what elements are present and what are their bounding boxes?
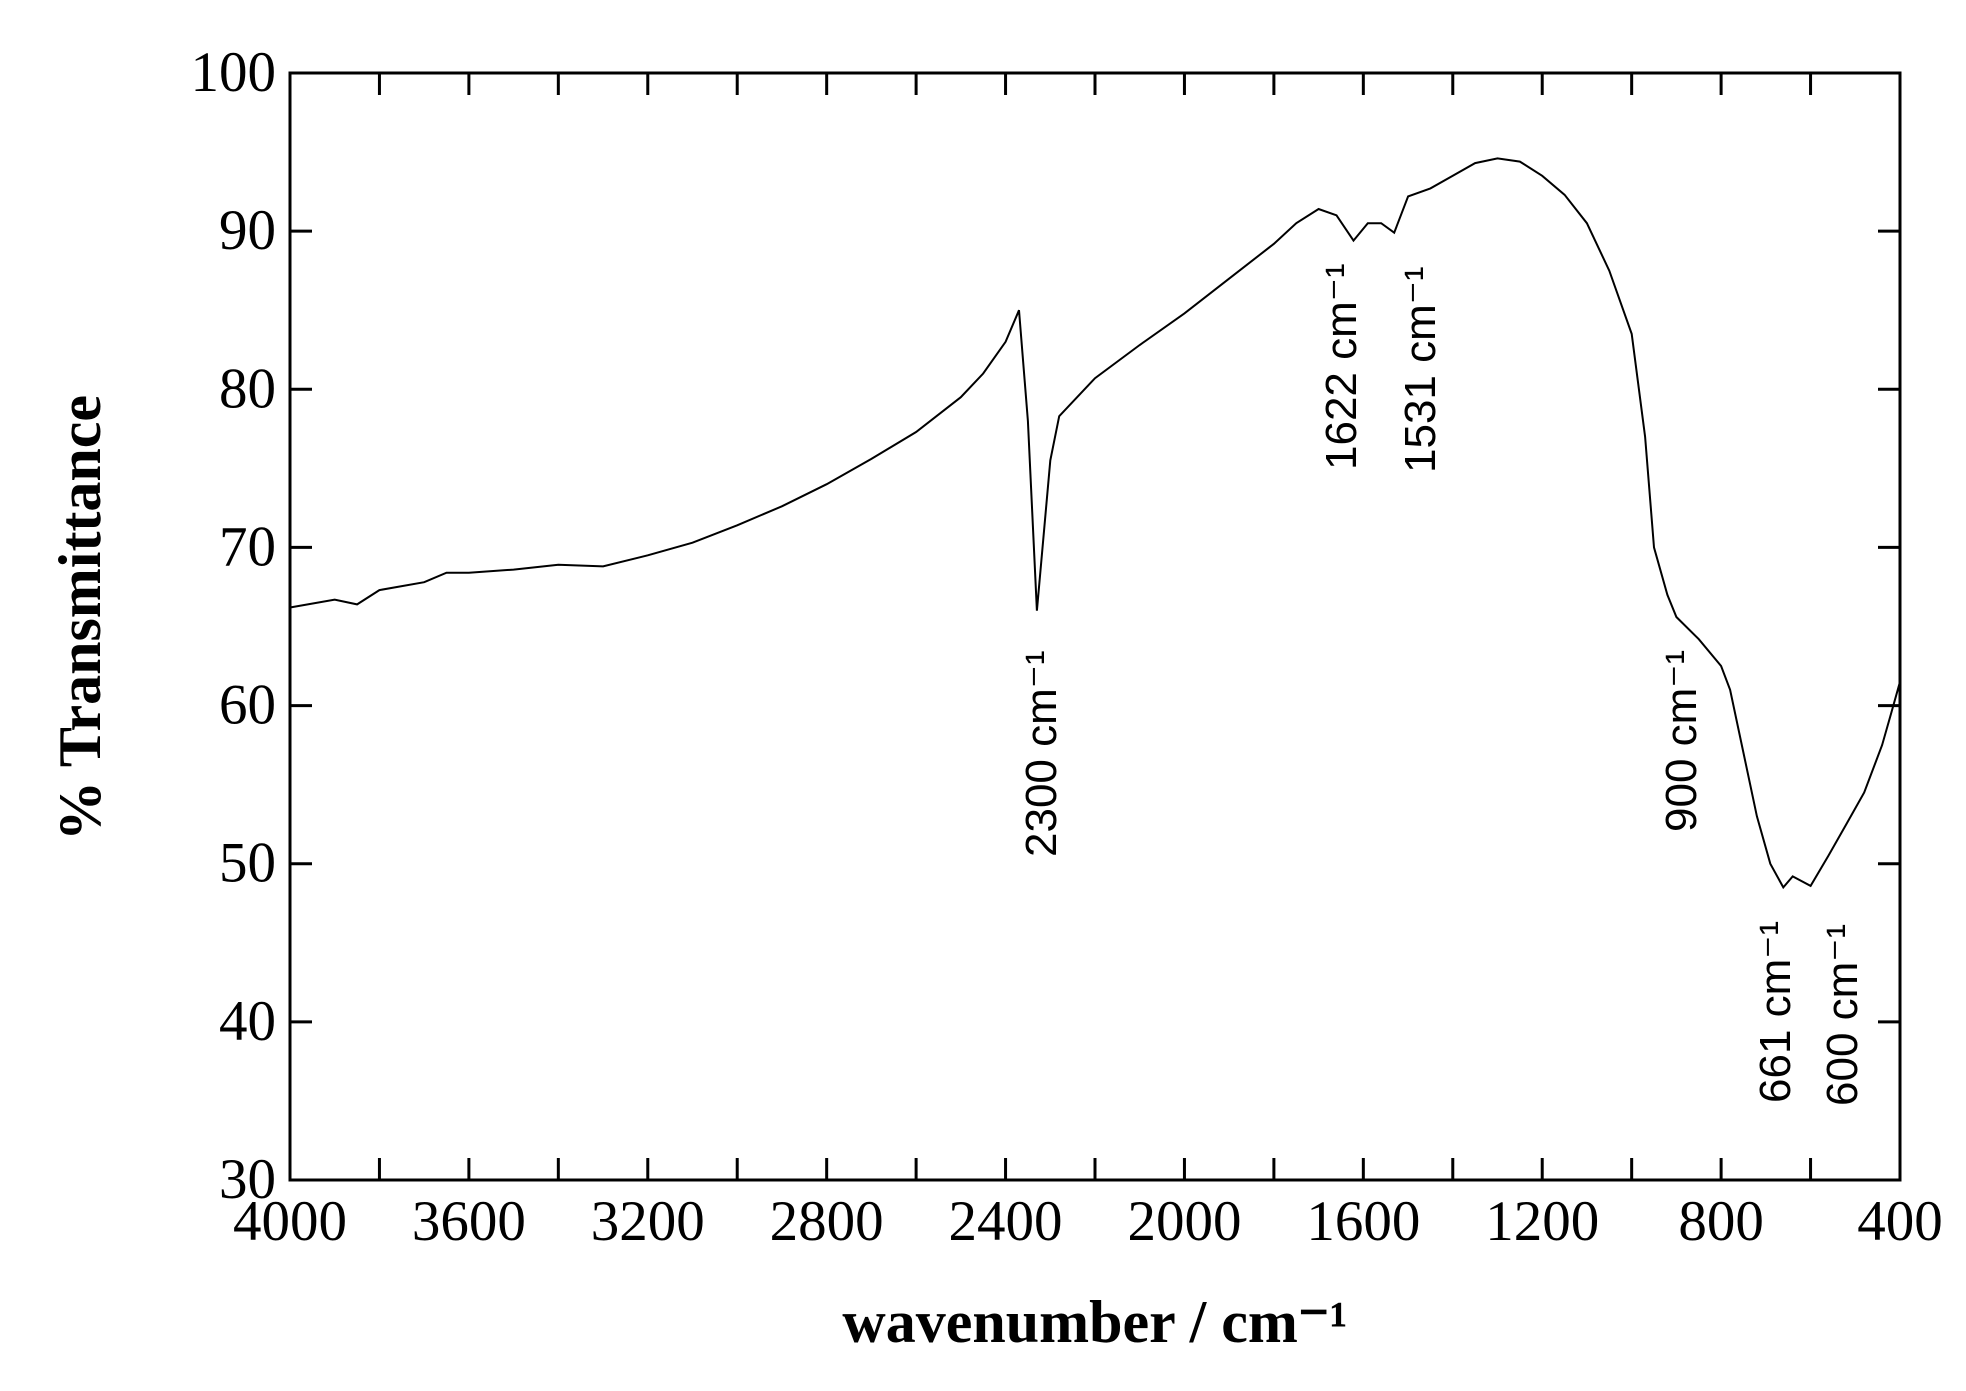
x-tick-label: 800 <box>1678 1190 1764 1253</box>
y-tick-label: 100 <box>191 41 277 104</box>
y-tick-label: 40 <box>219 990 276 1053</box>
peak-annotation: 600 cm⁻¹ <box>1818 924 1867 1106</box>
x-tick-label: 1200 <box>1485 1190 1599 1253</box>
peak-annotation: 2300 cm⁻¹ <box>1017 650 1066 857</box>
y-tick-label: 80 <box>219 357 276 420</box>
x-tick-label: 3600 <box>412 1190 526 1253</box>
x-tick-label: 4000 <box>233 1190 347 1253</box>
x-axis-label: wavenumber / cm⁻¹ <box>842 1289 1347 1355</box>
peak-annotation: 900 cm⁻¹ <box>1657 650 1706 832</box>
y-tick-label: 60 <box>219 674 276 737</box>
y-tick-label: 30 <box>219 1148 276 1211</box>
x-tick-label: 2400 <box>949 1190 1063 1253</box>
spectrum-line <box>289 157 1901 890</box>
x-tick-label: 1600 <box>1306 1190 1420 1253</box>
peak-annotation: 661 cm⁻¹ <box>1751 921 1800 1103</box>
y-tick-label: 50 <box>219 832 276 895</box>
y-tick-label: 90 <box>219 199 276 262</box>
y-axis-label: % Transmittance <box>47 395 113 841</box>
x-tick-label: 2800 <box>770 1190 884 1253</box>
peak-annotation: 1622 cm⁻¹ <box>1317 263 1366 470</box>
plot-frame <box>288 71 1902 1182</box>
x-tick-label: 400 <box>1857 1190 1943 1253</box>
x-tick-label: 2000 <box>1127 1190 1241 1253</box>
peak-annotation: 1531 cm⁻¹ <box>1396 266 1445 473</box>
y-tick-label: 70 <box>219 515 276 578</box>
x-tick-label: 3200 <box>591 1190 705 1253</box>
